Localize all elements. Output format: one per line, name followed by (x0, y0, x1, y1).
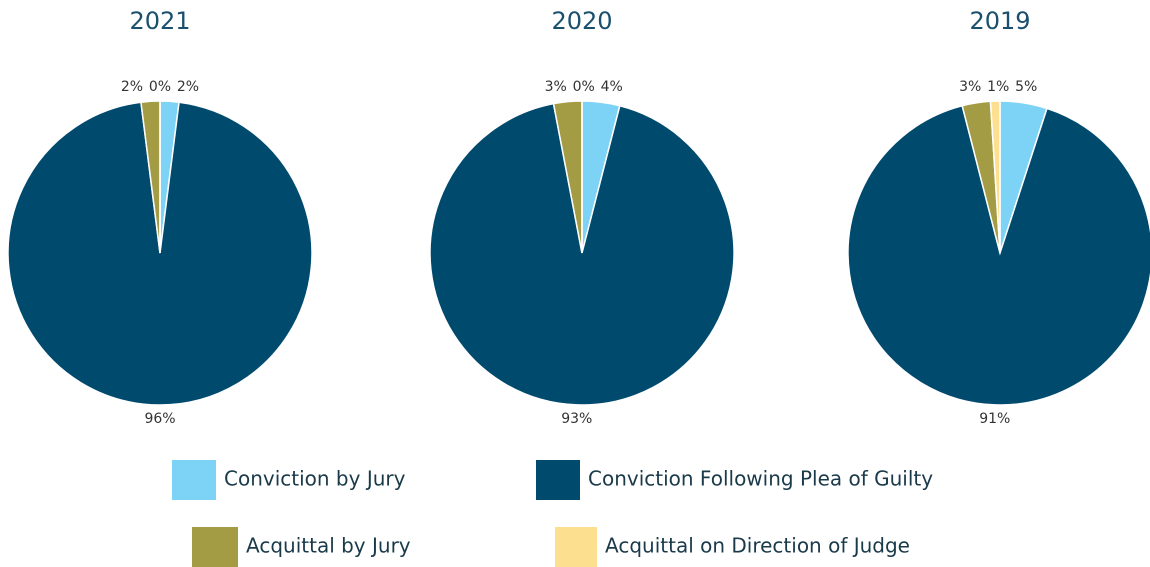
value-label: 1% (987, 79, 1009, 95)
legend-swatch (172, 460, 216, 500)
chart-title: 2019 (969, 7, 1030, 35)
value-label: 3% (959, 79, 981, 95)
legend-label: Acquittal by Jury (246, 534, 411, 558)
pie-slice (847, 104, 1150, 406)
legend-swatch (536, 460, 580, 500)
chart-title: 2021 (129, 7, 190, 35)
legend-swatch (555, 527, 597, 567)
value-label: 91% (979, 411, 1010, 427)
legend-swatch (192, 527, 238, 567)
value-label: 0% (149, 79, 171, 95)
value-label: 2% (177, 79, 199, 95)
value-label: 4% (601, 79, 623, 95)
pie-slice (7, 101, 313, 406)
legend-label: Conviction by Jury (224, 467, 406, 491)
value-label: 96% (144, 411, 175, 427)
value-label: 93% (561, 411, 592, 427)
value-label: 2% (121, 79, 143, 95)
value-label: 5% (1015, 79, 1037, 95)
pie-slice (429, 102, 735, 406)
legend-label: Acquittal on Direction of Judge (605, 534, 910, 558)
value-label: 3% (545, 79, 567, 95)
legend-label: Conviction Following Plea of Guilty (588, 467, 933, 491)
pie-slice (989, 100, 1001, 254)
chart-title: 2020 (551, 7, 612, 35)
value-label: 0% (573, 79, 595, 95)
